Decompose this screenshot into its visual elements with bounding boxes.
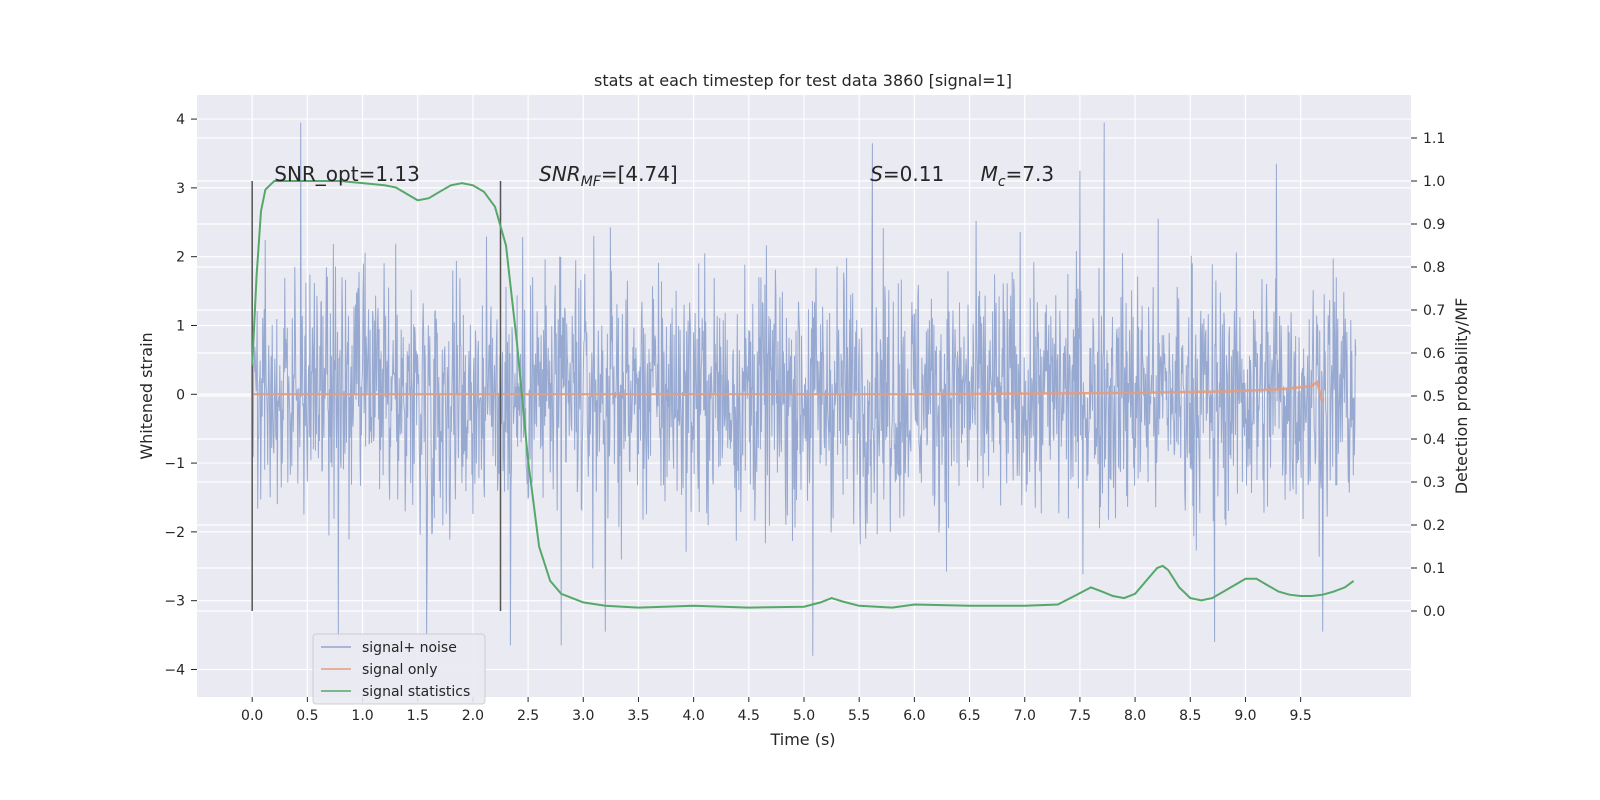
series-signal-only: [252, 379, 1324, 403]
x-tick-label: 8.5: [1179, 708, 1201, 724]
y2-tick-label: 1.1: [1423, 131, 1445, 147]
y2-tick-label: 0.3: [1423, 475, 1445, 491]
y-axis-label: Whitened strain: [137, 332, 156, 459]
annotations: SNR_opt=1.13 SNRMF=[4.74] S=0.11 Mc=7.3: [274, 162, 1054, 190]
annotation: SNR_opt=1.13: [274, 162, 420, 186]
legend: signal+ noise signal only signal statist…: [312, 633, 486, 705]
x-tick-label: 3.0: [572, 708, 594, 724]
y-tick-label: 1: [176, 318, 185, 334]
y2-tick-label: 1.0: [1423, 174, 1445, 190]
y-tick-label: 2: [176, 250, 185, 266]
annotation: S=0.11: [870, 162, 944, 186]
annotation: Mc=7.3: [981, 162, 1055, 190]
y-tick-label: −1: [164, 456, 185, 472]
y2-tick-label: 0.7: [1423, 303, 1445, 319]
x-tick-label: 5.0: [793, 708, 815, 724]
y2-tick-label: 0.8: [1423, 260, 1445, 276]
y-tick-label: −3: [164, 594, 185, 610]
legend-label-signal-statistics: signal statistics: [362, 684, 470, 700]
x-tick-label: 2.5: [517, 708, 539, 724]
x-tick-label: 8.0: [1124, 708, 1146, 724]
y-tick-label: −2: [164, 525, 185, 541]
noise-trace: [251, 122, 1357, 656]
x-tick-label: 7.5: [1069, 708, 1091, 724]
y-tick-label: 3: [176, 181, 185, 197]
y2-tick-label: 0.6: [1423, 346, 1445, 362]
x-tick-label: 5.5: [848, 708, 870, 724]
x-tick-label: 0.5: [296, 708, 318, 724]
y-axis-ticks: 4 3 2 1 0 −1 −2 −3 −4: [164, 112, 197, 678]
series-signal-statistics: [251, 180, 1355, 609]
y-tick-label: 4: [176, 112, 185, 128]
x-tick-label: 0.0: [241, 708, 263, 724]
y2-tick-label: 0.0: [1423, 604, 1445, 620]
y2-axis-ticks: 1.1 1.0 0.9 0.8 0.7 0.6 0.5 0.4 0.3 0.2 0.1 0.0: [1411, 131, 1445, 620]
x-tick-label: 1.5: [407, 708, 429, 724]
x-tick-label: 9.5: [1290, 708, 1312, 724]
x-tick-label: 6.0: [903, 708, 925, 724]
y2-tick-label: 0.4: [1423, 432, 1445, 448]
x-tick-label: 4.5: [738, 708, 760, 724]
chart-title: stats at each timestep for test data 386…: [594, 71, 1012, 90]
legend-box: [312, 633, 486, 705]
x-axis-label: Time (s): [769, 730, 835, 749]
annotation: SNRMF=[4.74]: [539, 162, 678, 190]
vertical-markers: [251, 181, 502, 611]
x-tick-label: 2.0: [462, 708, 484, 724]
y-tick-label: −4: [164, 662, 185, 678]
y2-tick-label: 0.5: [1423, 389, 1445, 405]
legend-label-signal-only: signal only: [362, 662, 437, 678]
x-tick-label: 4.0: [683, 708, 705, 724]
x-tick-label: 7.0: [1014, 708, 1036, 724]
x-tick-label: 3.5: [627, 708, 649, 724]
y2-tick-label: 0.9: [1423, 217, 1445, 233]
series-signal-noise: [251, 122, 1357, 656]
x-tick-label: 9.0: [1234, 708, 1256, 724]
y2-axis-label: Detection probability/MF: [1452, 298, 1471, 495]
y-tick-label: 0: [176, 387, 185, 403]
legend-label-signal-noise: signal+ noise: [362, 640, 457, 656]
y2-tick-label: 0.2: [1423, 518, 1445, 534]
x-tick-label: 1.0: [351, 708, 373, 724]
y2-tick-label: 0.1: [1423, 561, 1445, 577]
statistics-trace: [251, 180, 1355, 609]
x-axis-ticks: 0.0 0.5 1.0 1.5 2.0 2.5 3.0 3.5 4.0 4.5 5.0 5.5 6.0 6…: [241, 697, 1312, 724]
x-tick-label: 6.5: [958, 708, 980, 724]
signal-trace: [252, 379, 1324, 403]
